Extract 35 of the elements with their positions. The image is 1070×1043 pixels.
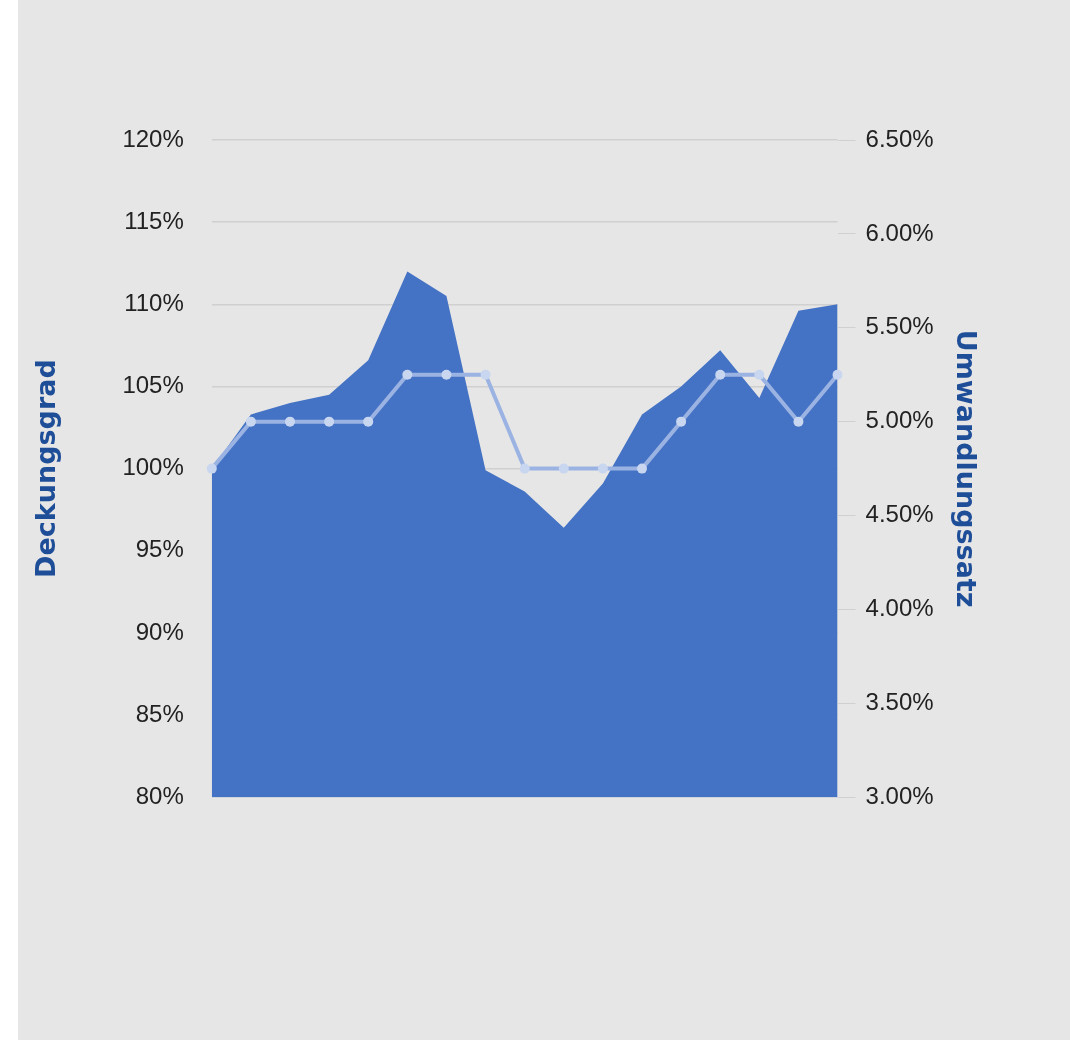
- point: [441, 369, 452, 380]
- point: [832, 369, 843, 380]
- y-tick-label: 80%: [135, 781, 184, 809]
- point: [793, 416, 804, 427]
- y-tick-label: 110%: [124, 288, 184, 316]
- y2-tick-label: 4.50%: [865, 500, 934, 528]
- point: [519, 463, 530, 474]
- point: [245, 416, 256, 427]
- y-tick-label: 105%: [122, 371, 184, 399]
- point: [715, 369, 726, 380]
- point: [558, 463, 569, 474]
- y-tick-label: 120%: [122, 124, 184, 152]
- point: [402, 369, 413, 380]
- y2-tick-label: 3.00%: [865, 781, 934, 809]
- y2-tick-label: 5.00%: [865, 406, 934, 434]
- y-tick-label: 90%: [135, 617, 184, 645]
- y-tick-label: 115%: [124, 206, 184, 234]
- y2-axis-title: Umwandlungssatz: [950, 329, 982, 608]
- point: [637, 463, 647, 474]
- point: [754, 369, 765, 380]
- point: [597, 463, 608, 474]
- y-tick-label: 100%: [122, 453, 184, 481]
- y2-tick-label: 6.00%: [865, 218, 934, 246]
- y-tick-label: 85%: [135, 699, 184, 727]
- point: [324, 416, 335, 427]
- point: [676, 416, 687, 427]
- y2-tick-label: 4.00%: [865, 594, 934, 622]
- y-tick-label: 95%: [135, 535, 184, 563]
- y2-tick-label: 5.50%: [865, 312, 934, 340]
- point: [363, 416, 374, 427]
- y2-tick-label: 6.50%: [865, 124, 934, 152]
- point: [285, 416, 295, 427]
- point: [480, 369, 491, 380]
- y-axis-title: Deckungsgrad: [30, 359, 62, 578]
- y2-tick-label: 3.50%: [865, 687, 934, 715]
